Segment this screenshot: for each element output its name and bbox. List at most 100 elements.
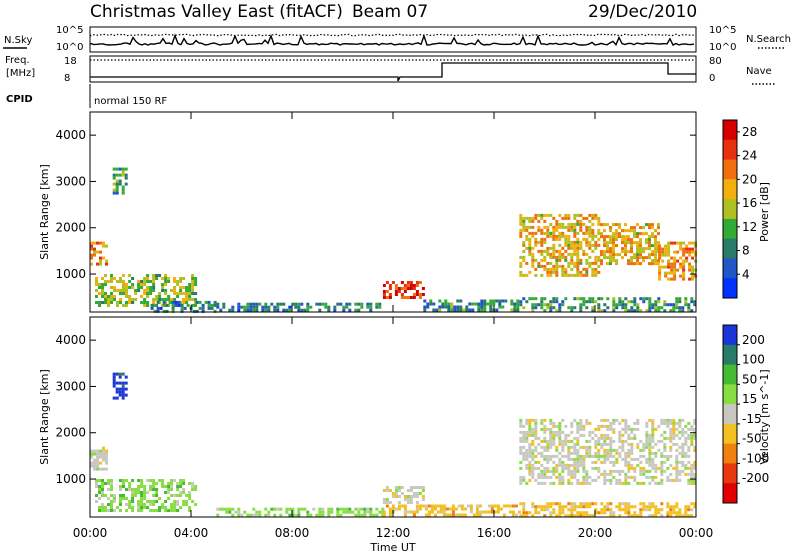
velocity-cell — [588, 439, 592, 443]
velocity-cell — [597, 442, 601, 446]
power-cell — [453, 305, 457, 309]
power-cell — [180, 309, 184, 313]
velocity-cell — [672, 442, 676, 446]
power-cell — [213, 300, 217, 304]
velocity-cell — [321, 513, 325, 517]
velocity-cell — [690, 502, 694, 506]
velocity-cell — [582, 469, 586, 473]
velocity-cell — [624, 508, 628, 512]
power-cell — [645, 238, 648, 242]
power-cell — [516, 299, 520, 303]
power-cell — [642, 297, 646, 301]
power-region — [95, 274, 198, 307]
velocity-cell — [582, 481, 586, 485]
velocity-cell — [636, 514, 640, 518]
velocity-cell — [612, 460, 616, 464]
power-cell — [128, 295, 132, 298]
power-cell — [667, 262, 671, 266]
velocity-cell — [660, 418, 664, 422]
velocity-cell — [137, 479, 141, 482]
power-cell — [101, 295, 104, 298]
power-cell — [333, 305, 337, 309]
velocity-cell — [588, 445, 592, 449]
velocity-cell — [173, 503, 177, 506]
power-cell — [585, 261, 589, 265]
power-cell — [546, 225, 550, 229]
velocity-cell — [98, 491, 101, 494]
power-cell — [672, 303, 676, 307]
velocity-cell — [624, 451, 628, 455]
power-cell — [570, 273, 574, 277]
velocity-cell — [585, 475, 589, 479]
velocity-cell — [546, 505, 550, 509]
velocity-cell — [219, 507, 223, 511]
power-cell — [447, 305, 451, 309]
velocity-cell — [237, 513, 241, 517]
velocity-cell — [555, 424, 559, 428]
velocity-cell — [606, 502, 610, 506]
power-cell — [498, 299, 502, 303]
velocity-cell — [687, 505, 691, 509]
velocity-cell — [448, 507, 452, 511]
power-cell — [591, 213, 595, 217]
power-cell — [639, 253, 642, 257]
velocity-cell — [675, 511, 679, 515]
velocity-cell — [436, 504, 440, 508]
power-cell — [182, 298, 186, 301]
velocity-cell — [531, 514, 535, 518]
power-cell — [173, 280, 177, 283]
power-cell — [273, 308, 277, 312]
power-cell — [102, 256, 105, 260]
power-cell — [558, 264, 562, 268]
velocity-cell — [648, 439, 652, 443]
velocity-cell — [107, 479, 110, 482]
power-cell — [115, 188, 119, 192]
power-cell — [522, 216, 526, 220]
power-cell — [675, 297, 679, 301]
power-cell — [597, 228, 601, 232]
power-cell — [618, 297, 622, 301]
power-cell — [369, 305, 373, 309]
power-cell — [543, 231, 547, 235]
power-cell — [161, 289, 165, 292]
power-cell — [549, 303, 553, 307]
velocity-cell — [540, 508, 544, 512]
velocity-cell — [567, 439, 571, 443]
velocity-cell — [397, 504, 401, 508]
power-cell — [522, 273, 526, 277]
velocity-cell — [475, 510, 479, 514]
power-cell — [543, 267, 547, 271]
velocity-cell — [690, 424, 694, 428]
velocity-cell — [191, 482, 195, 485]
velocity-cell — [110, 494, 113, 497]
velocity-cell — [131, 488, 135, 491]
velocity-cell — [684, 511, 688, 515]
velocity-cell — [531, 502, 535, 506]
power-cell — [579, 222, 583, 226]
velocity-cell — [609, 478, 613, 482]
power-cell — [657, 306, 661, 310]
velocity-cell — [618, 514, 622, 518]
power-cell — [99, 259, 102, 263]
power-cell — [501, 299, 505, 303]
power-cell — [537, 219, 541, 223]
velocity-cell — [594, 433, 598, 437]
power-cell — [654, 309, 658, 313]
velocity-cell — [624, 472, 628, 476]
power-cell — [99, 262, 102, 266]
power-cell — [188, 295, 192, 298]
velocity-cell — [606, 424, 610, 428]
velocity-cell — [149, 500, 153, 503]
power-cell — [654, 300, 658, 304]
power-cell — [564, 216, 568, 220]
velocity-cell — [143, 491, 147, 494]
velocity-cell — [102, 452, 105, 456]
velocity-cell — [522, 424, 526, 428]
velocity-cell — [660, 508, 664, 512]
power-cell — [143, 280, 147, 283]
velocity-cell — [128, 506, 132, 509]
velocity-cell — [639, 511, 643, 515]
velocity-cell — [564, 463, 568, 467]
power-cell — [651, 223, 654, 227]
velocity-cell — [525, 511, 529, 515]
